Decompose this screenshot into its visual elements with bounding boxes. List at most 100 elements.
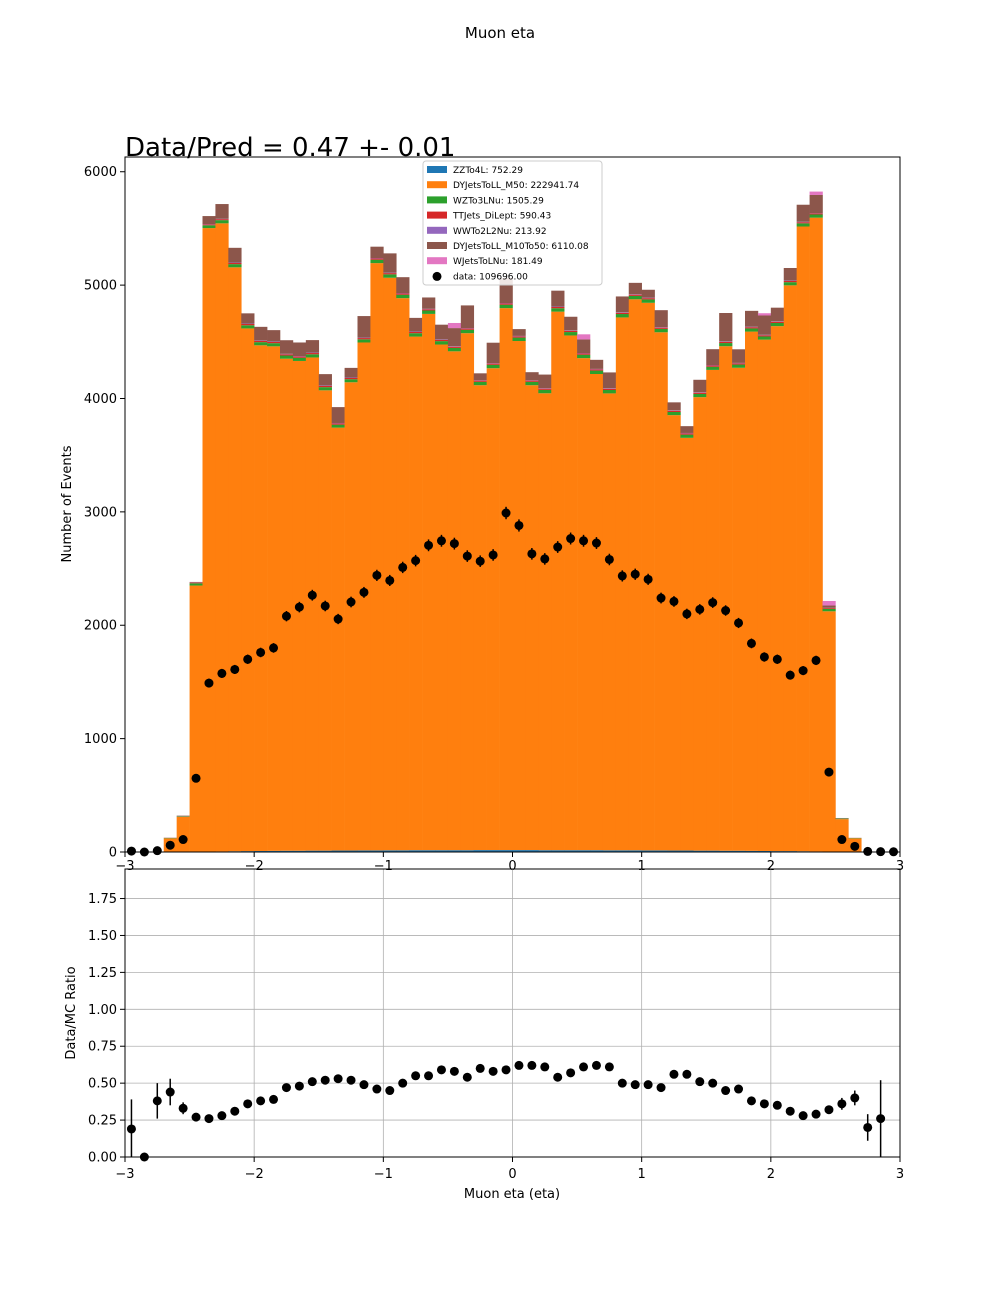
bar-segment (228, 263, 242, 265)
bar-segment (783, 267, 797, 281)
bar-segment (499, 303, 513, 305)
bar-segment (422, 297, 436, 309)
bar-segment (215, 223, 229, 852)
bar-segment (667, 411, 681, 416)
bar-segment (435, 339, 449, 342)
data-point (191, 773, 201, 783)
ratio-point (591, 1060, 601, 1070)
bar-segment (770, 326, 785, 852)
bar-segment (241, 313, 255, 324)
x-tick-label: −1 (374, 859, 393, 874)
bar-segment (654, 850, 668, 852)
bar-segment (525, 381, 539, 386)
data-point (553, 542, 563, 552)
bar-segment (693, 379, 707, 393)
bar-segment (615, 317, 630, 851)
bar-segment (667, 402, 681, 411)
ratio-point (178, 1103, 188, 1113)
bar-segment (745, 328, 759, 332)
bar-segment (590, 370, 604, 375)
x-tick-label: 0 (508, 1167, 516, 1182)
bar-segment (447, 346, 462, 348)
bar-segment (757, 315, 772, 335)
bar-segment (254, 340, 268, 343)
bar-segment (447, 328, 462, 347)
ratio-point (294, 1081, 304, 1091)
x-tick-label: −2 (245, 1167, 264, 1182)
ratio-point (488, 1066, 498, 1076)
bar-segment (641, 298, 655, 300)
y-tick-label: 4000 (84, 392, 117, 407)
ratio-point (734, 1084, 744, 1094)
bar-segment (344, 377, 358, 380)
bar-segment (551, 311, 565, 851)
bar-segment (719, 343, 733, 347)
bar-segment (602, 850, 617, 852)
bar-segment (409, 317, 423, 332)
bar-segment (331, 423, 345, 425)
bar-segment (577, 850, 591, 852)
bar-segment (228, 267, 242, 852)
bar-segment (189, 582, 203, 584)
bar-segment (745, 327, 759, 329)
bar-segment (435, 324, 449, 340)
bar-segment (305, 353, 320, 355)
bar-segment (525, 850, 539, 852)
bar-segment (215, 220, 229, 224)
data-point (772, 654, 782, 664)
legend-swatch (427, 166, 447, 173)
bar-segment (602, 372, 617, 389)
ratio-point (566, 1068, 576, 1078)
bar-segment (202, 224, 216, 226)
bar-segment (280, 354, 294, 356)
bar-segment (615, 296, 630, 313)
bar-segment (292, 850, 307, 852)
bar-segment (331, 424, 345, 428)
bar-segment (189, 585, 203, 852)
ratio-point (553, 1072, 563, 1082)
x-tick-label: 1 (638, 1167, 646, 1182)
ratio-point (385, 1086, 395, 1096)
data-point (333, 614, 343, 624)
ratio-point (824, 1105, 834, 1115)
bar-segment (783, 285, 797, 852)
bar-segment (486, 363, 500, 365)
bar-segment (383, 253, 397, 273)
bar-segment (267, 343, 281, 347)
bar-segment (654, 327, 668, 329)
data-point (721, 606, 731, 616)
bar-segment (628, 295, 642, 300)
data-point (204, 678, 214, 688)
legend-swatch (427, 257, 447, 265)
legend-entry: TTJets_DiLept: 590.43 (452, 212, 551, 222)
bar-segment (538, 850, 552, 852)
bar-segment (680, 426, 694, 433)
y-tick-label: 1000 (84, 732, 117, 747)
data-point (734, 618, 744, 628)
bar-segment (732, 349, 746, 363)
bar-segment (267, 330, 281, 342)
bar-segment (499, 304, 513, 309)
ratio-y-axis-label: Data/MC Ratio (64, 966, 79, 1059)
main-histogram-panel: −3 −2 −1 0 1 2 3 0 1000 2000 3000 4000 5000 6000 Numb… (60, 156, 904, 874)
bar-segment (602, 389, 617, 394)
data-point (824, 767, 834, 777)
bar-segment (809, 217, 823, 852)
ratio-point (643, 1080, 653, 1090)
data-point (708, 598, 718, 608)
data-point (785, 670, 795, 680)
bar-segment (783, 280, 797, 283)
data-point (798, 666, 808, 676)
main-y-axis-label: Number of Events (60, 445, 75, 562)
bar-segment (551, 290, 565, 307)
bar-segment (512, 329, 526, 336)
bar-segment (357, 339, 371, 343)
bar-segment (460, 850, 475, 852)
y-tick-label: 0 (109, 846, 117, 861)
bar-segment (796, 223, 810, 227)
data-point (811, 655, 821, 665)
bar-segment (577, 339, 591, 354)
ratio-point (230, 1106, 240, 1116)
bar-segment (318, 387, 332, 391)
